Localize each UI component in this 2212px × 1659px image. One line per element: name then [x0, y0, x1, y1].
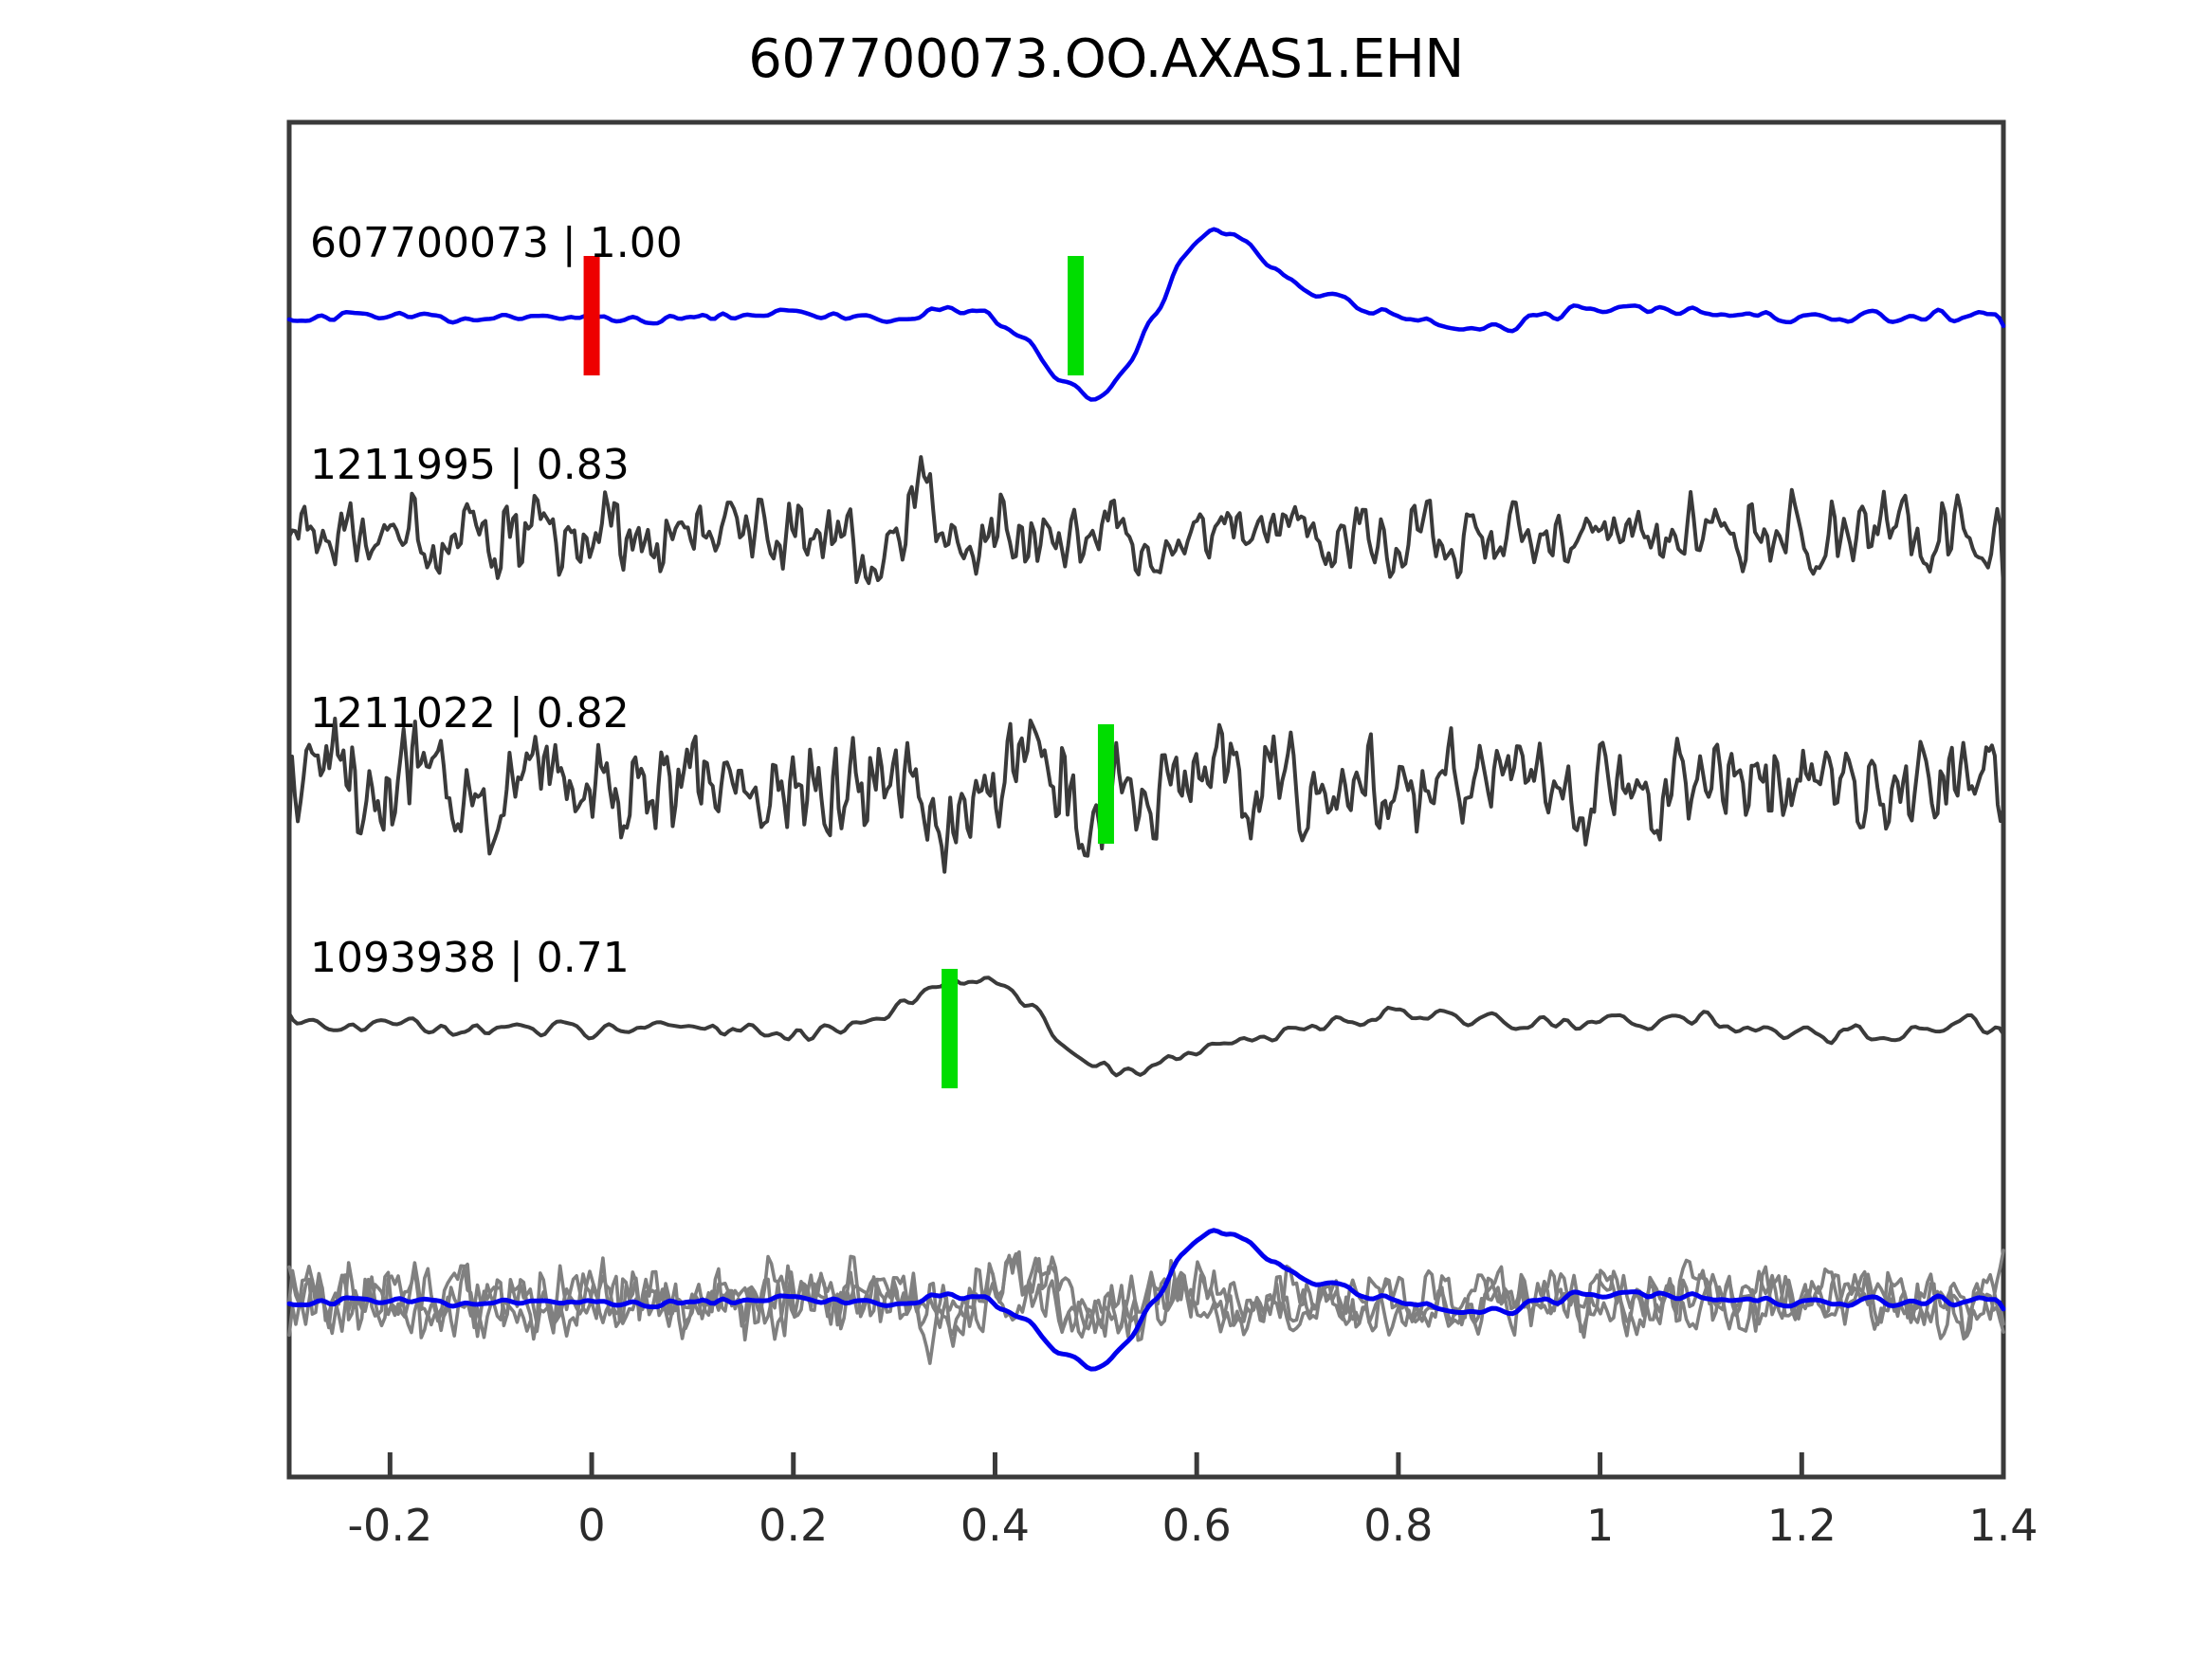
- page-title: 607700073.OO.AXAS1.EHN: [748, 28, 1464, 90]
- pick-marker-phase: [941, 969, 959, 1088]
- x-tick-label: 1: [1585, 1500, 1615, 1551]
- trace-label-1093938: 1093938 | 0.71: [310, 934, 630, 982]
- x-tick-label: -0.2: [347, 1500, 433, 1551]
- trace-label-1211022: 1211022 | 0.82: [310, 689, 630, 738]
- pick-marker-phase: [1097, 724, 1114, 844]
- x-tick-label: 0.8: [1363, 1500, 1434, 1551]
- x-tick-label: 1.4: [1968, 1500, 2038, 1551]
- pick-marker-phase: [1068, 256, 1085, 375]
- trace-label-607700073: 607700073 | 1.00: [310, 219, 683, 267]
- x-axis-ticks: [387, 1452, 2006, 1477]
- x-tick-label: 0.2: [759, 1500, 829, 1551]
- x-tick-label: 0: [577, 1500, 606, 1551]
- waveform-traces: [286, 227, 2006, 1372]
- pick-markers: [583, 256, 1114, 1088]
- x-tick-label: 1.2: [1766, 1500, 1837, 1551]
- x-tick-label: 0.4: [960, 1500, 1031, 1551]
- pick-marker-origin: [583, 256, 600, 375]
- trace-label-1211995: 1211995 | 0.83: [310, 441, 630, 489]
- x-tick-label: 0.6: [1161, 1500, 1232, 1551]
